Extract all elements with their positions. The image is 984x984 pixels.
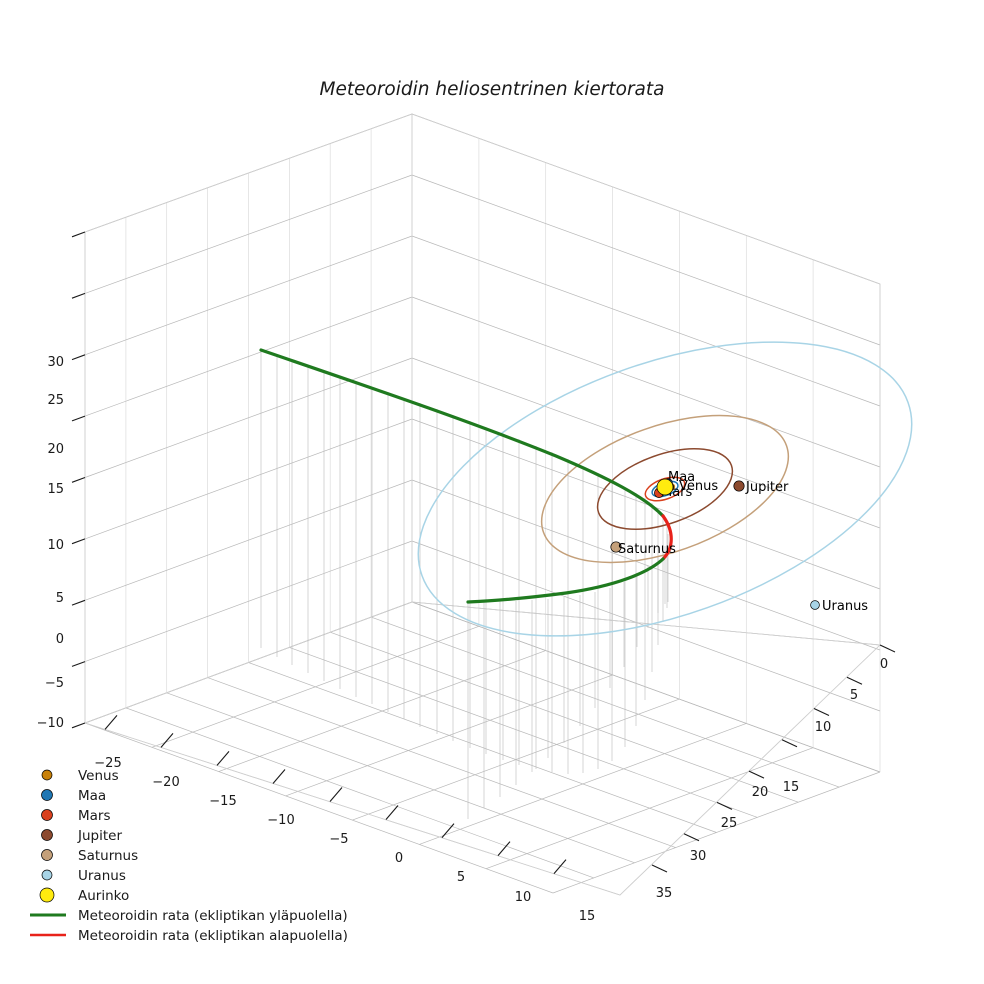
- legend-marker-jupiter: [41, 829, 53, 841]
- xtick-label: −25: [94, 756, 121, 771]
- label-saturnus: Saturnus: [618, 542, 676, 557]
- ztick-label: −5: [45, 676, 64, 691]
- label-jupiter: Jupiter: [745, 480, 789, 495]
- legend-label-above-ecliptic: Meteoroidin rata (ekliptikan yläpuolella…: [78, 908, 348, 924]
- label-venus: Venus: [679, 479, 718, 494]
- xtick-label: 5: [457, 870, 465, 885]
- xtick-label: −20: [152, 775, 179, 790]
- ytick-label: 5: [850, 688, 858, 703]
- marker-aurinko: [656, 478, 674, 496]
- xtick-label: 15: [579, 909, 596, 924]
- planet-markers: Uranus Saturnus Jupiter Mars Maa Venus: [610, 470, 868, 614]
- legend-label-aurinko: Aurinko: [78, 888, 129, 904]
- trajectory-below-ecliptic: [661, 514, 673, 561]
- trajectory-above-ecliptic-outbound: [466, 557, 665, 604]
- ztick-label: 10: [47, 538, 64, 553]
- trajectory-drop-stems: [260, 350, 669, 819]
- legend-label-jupiter: Jupiter: [77, 828, 122, 844]
- ytick-label: 30: [690, 849, 707, 864]
- wall-yz-grid-horizontal: [411, 113, 881, 773]
- legend-label-venus: Venus: [78, 768, 119, 784]
- ztick-label: 15: [47, 482, 64, 497]
- label-uranus: Uranus: [822, 599, 868, 614]
- ztick-label: 20: [47, 442, 64, 457]
- ztick-label: 5: [56, 591, 64, 606]
- xtick-label: 0: [395, 851, 403, 866]
- page-title: Meteoroidin heliosentrinen kiertorata: [320, 79, 665, 100]
- floor-grid-x: [84, 601, 881, 894]
- ztick-label: 30: [47, 355, 64, 370]
- legend-marker-maa: [41, 789, 53, 801]
- marker-uranus: [810, 600, 820, 610]
- legend-marker-saturnus: [41, 849, 53, 861]
- wall-xz-grid-vertical: [84, 114, 413, 723]
- legend: Venus Maa Mars Jupiter Saturnus Uranus A…: [30, 768, 348, 944]
- xtick-label: −10: [267, 813, 294, 828]
- orbit-uranus: [417, 341, 913, 637]
- legend-marker-aurinko: [39, 887, 55, 903]
- ytick-label: 0: [880, 657, 888, 672]
- xtick-label: −15: [209, 794, 236, 809]
- legend-marker-venus: [41, 769, 53, 781]
- axes3d-panes: [83, 113, 881, 896]
- ytick-label: 15: [783, 780, 800, 795]
- xtick-label: −5: [329, 832, 348, 847]
- ytick-label: 35: [656, 886, 673, 901]
- legend-label-maa: Maa: [78, 788, 106, 804]
- xtick-label: 10: [515, 890, 532, 905]
- orbit-jupiter: [596, 448, 734, 530]
- legend-marker-mars: [41, 809, 53, 821]
- marker-jupiter: [733, 480, 745, 492]
- trajectory-above-ecliptic-inbound: [259, 348, 665, 518]
- ytick-label: 20: [752, 785, 769, 800]
- ytick-label: 10: [815, 720, 832, 735]
- z-axis-ticks: −10 −5 0 5 10 15 20 25 30: [37, 231, 86, 731]
- legend-label-uranus: Uranus: [78, 868, 126, 884]
- label-maa: Maa: [668, 470, 695, 485]
- legend-label-below-ecliptic: Meteoroidin rata (ekliptikan alapuolella…: [78, 928, 348, 944]
- ytick-label: 25: [721, 816, 738, 831]
- legend-marker-uranus: [41, 869, 53, 881]
- ztick-label: 25: [47, 393, 64, 408]
- marker-saturnus: [610, 541, 622, 553]
- x-axis-ticks: −25 −20 −15 −10 −5 0 5 10 15: [94, 715, 595, 924]
- y-axis-ticks: 0 5 10 15 20 25 30 35: [651, 644, 896, 901]
- ztick-label: −10: [37, 716, 64, 731]
- orbit-saturnus: [540, 414, 790, 564]
- legend-label-saturnus: Saturnus: [78, 848, 138, 864]
- legend-label-mars: Mars: [78, 808, 111, 824]
- ztick-label: 0: [56, 632, 64, 647]
